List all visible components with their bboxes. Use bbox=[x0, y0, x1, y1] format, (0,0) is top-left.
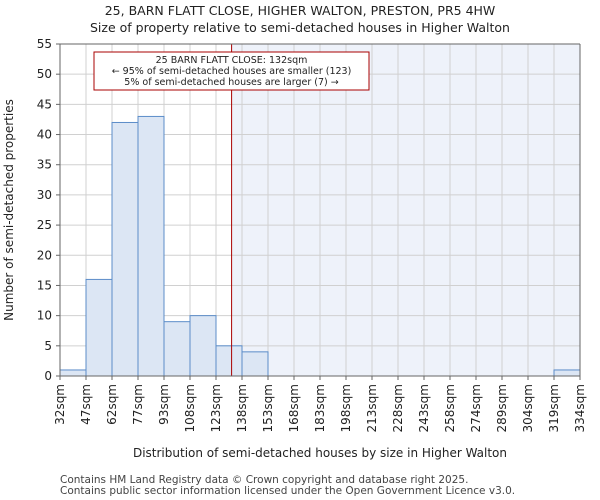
y-tick-label: 0 bbox=[44, 369, 52, 383]
histogram-bar bbox=[189, 315, 217, 377]
x-tick-label: 77sqm bbox=[131, 384, 145, 425]
histogram-bar bbox=[111, 121, 139, 377]
y-tick-label: 30 bbox=[37, 188, 52, 202]
x-tick-label: 62sqm bbox=[105, 384, 119, 425]
histogram-bar bbox=[59, 369, 87, 377]
x-tick-label: 153sqm bbox=[261, 384, 275, 432]
annotation-line-3: 5% of semi-detached houses are larger (7… bbox=[124, 77, 338, 88]
x-tick-label: 183sqm bbox=[313, 384, 327, 432]
x-tick-label: 108sqm bbox=[183, 384, 197, 432]
annotation-line-1: 25 BARN FLATT CLOSE: 132sqm bbox=[156, 55, 308, 66]
y-tick-label: 50 bbox=[37, 67, 52, 81]
x-tick-label: 319sqm bbox=[547, 384, 561, 432]
y-axis-label: Number of semi-detached properties bbox=[2, 99, 16, 321]
y-tick-label: 35 bbox=[37, 158, 52, 172]
x-tick-label: 47sqm bbox=[79, 384, 93, 425]
x-tick-label: 123sqm bbox=[209, 384, 223, 432]
histogram-bar bbox=[137, 115, 165, 377]
y-tick-label: 10 bbox=[37, 309, 52, 323]
x-tick-label: 138sqm bbox=[235, 384, 249, 432]
x-tick-label: 304sqm bbox=[521, 384, 535, 432]
y-tick-label: 45 bbox=[37, 97, 52, 111]
histogram-bar bbox=[553, 369, 581, 377]
histogram-bar bbox=[241, 351, 269, 377]
x-tick-label: 334sqm bbox=[573, 384, 587, 432]
x-tick-label: 168sqm bbox=[287, 384, 301, 432]
larger-region-shade bbox=[231, 44, 580, 376]
x-tick-label: 32sqm bbox=[53, 384, 67, 425]
histogram-chart: 0 5 10 15 20 25 30 35 40 45 50 55 32sqm 47sqm 62sqm 77s… bbox=[2, 37, 587, 460]
histogram-bar bbox=[163, 321, 191, 377]
y-tick-label: 20 bbox=[37, 248, 52, 262]
x-tick-label: 258sqm bbox=[443, 384, 457, 432]
x-tick-label: 213sqm bbox=[365, 384, 379, 432]
y-tick-label: 5 bbox=[44, 339, 52, 353]
histogram-bar bbox=[215, 345, 243, 377]
annotation-box bbox=[93, 51, 370, 91]
footer-line-2: Contains public sector information licen… bbox=[60, 485, 516, 497]
x-tick-label: 198sqm bbox=[339, 384, 353, 432]
annotation-line-2: ← 95% of semi-detached houses are smalle… bbox=[112, 66, 352, 77]
histogram-bar bbox=[85, 278, 113, 377]
x-tick-label: 274sqm bbox=[469, 384, 483, 432]
x-tick-label: 93sqm bbox=[157, 384, 171, 425]
x-tick-label: 289sqm bbox=[495, 384, 509, 432]
x-axis-label: Distribution of semi-detached houses by … bbox=[133, 446, 507, 460]
chart-subtitle: Size of property relative to semi-detach… bbox=[90, 20, 510, 35]
y-tick-label: 25 bbox=[37, 218, 52, 232]
footer-line-1: Contains HM Land Registry data © Crown c… bbox=[60, 474, 469, 486]
y-tick-label: 55 bbox=[37, 37, 52, 51]
y-tick-label: 40 bbox=[37, 128, 52, 142]
y-tick-label: 15 bbox=[37, 278, 52, 292]
x-tick-label: 243sqm bbox=[417, 384, 431, 432]
x-tick-label: 228sqm bbox=[391, 384, 405, 432]
chart-title: 25, BARN FLATT CLOSE, HIGHER WALTON, PRE… bbox=[104, 3, 496, 18]
